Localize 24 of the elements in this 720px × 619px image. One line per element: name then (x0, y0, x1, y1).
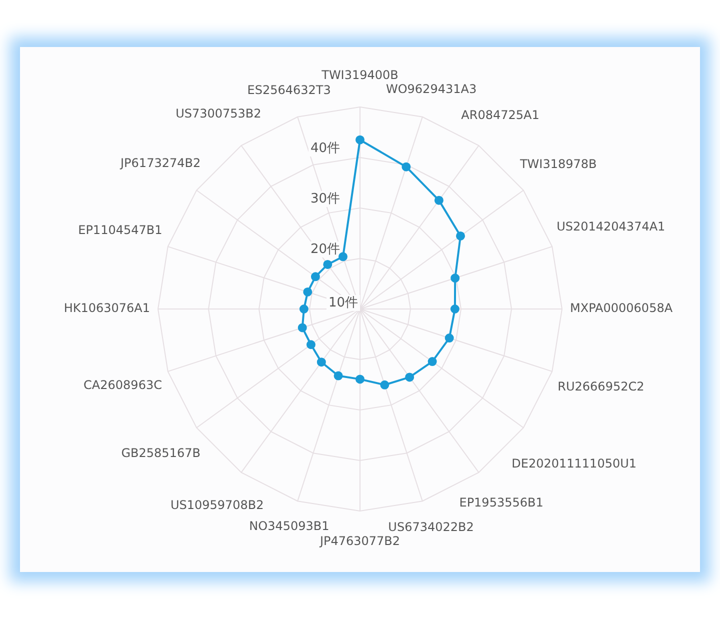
spoke-label: MXPA00006058A (570, 301, 674, 316)
spoke-label: US7300753B2 (176, 106, 262, 120)
spoke-label: JP4763077B2 (318, 534, 400, 548)
spoke-label: TWI318978B (518, 157, 597, 172)
spoke-label: RU2666952C2 (558, 379, 644, 394)
spoke-label: CA2608963C (84, 378, 162, 392)
spoke-label: NO345093B1 (249, 518, 330, 533)
spoke-label: EP1953556B1 (459, 496, 544, 510)
spoke-label: GB2585167B (121, 446, 200, 460)
spoke-label: US10959708B2 (170, 498, 264, 512)
y-tick-label: 20件 (310, 242, 340, 257)
spoke-label: US2014204374A1 (556, 220, 666, 234)
spoke-label: AR084725A1 (461, 108, 540, 122)
spoke-label: EP1104547B1 (78, 223, 162, 238)
spoke-label: HK1063076A1 (64, 301, 150, 316)
y-tick-label: 40件 (310, 140, 340, 156)
y-tick-label: 30件 (310, 191, 340, 206)
y-tick-label: 10件 (328, 295, 358, 310)
spoke-label: WO9629431A3 (386, 82, 477, 96)
spoke-label: US6734022B2 (388, 520, 474, 534)
spoke-label: TWI319400B (320, 68, 398, 82)
spoke-label: ES2564632T3 (247, 82, 331, 97)
spoke-label: JP6173274B2 (120, 156, 201, 170)
spoke-label: DE202011111050U1 (512, 456, 637, 471)
